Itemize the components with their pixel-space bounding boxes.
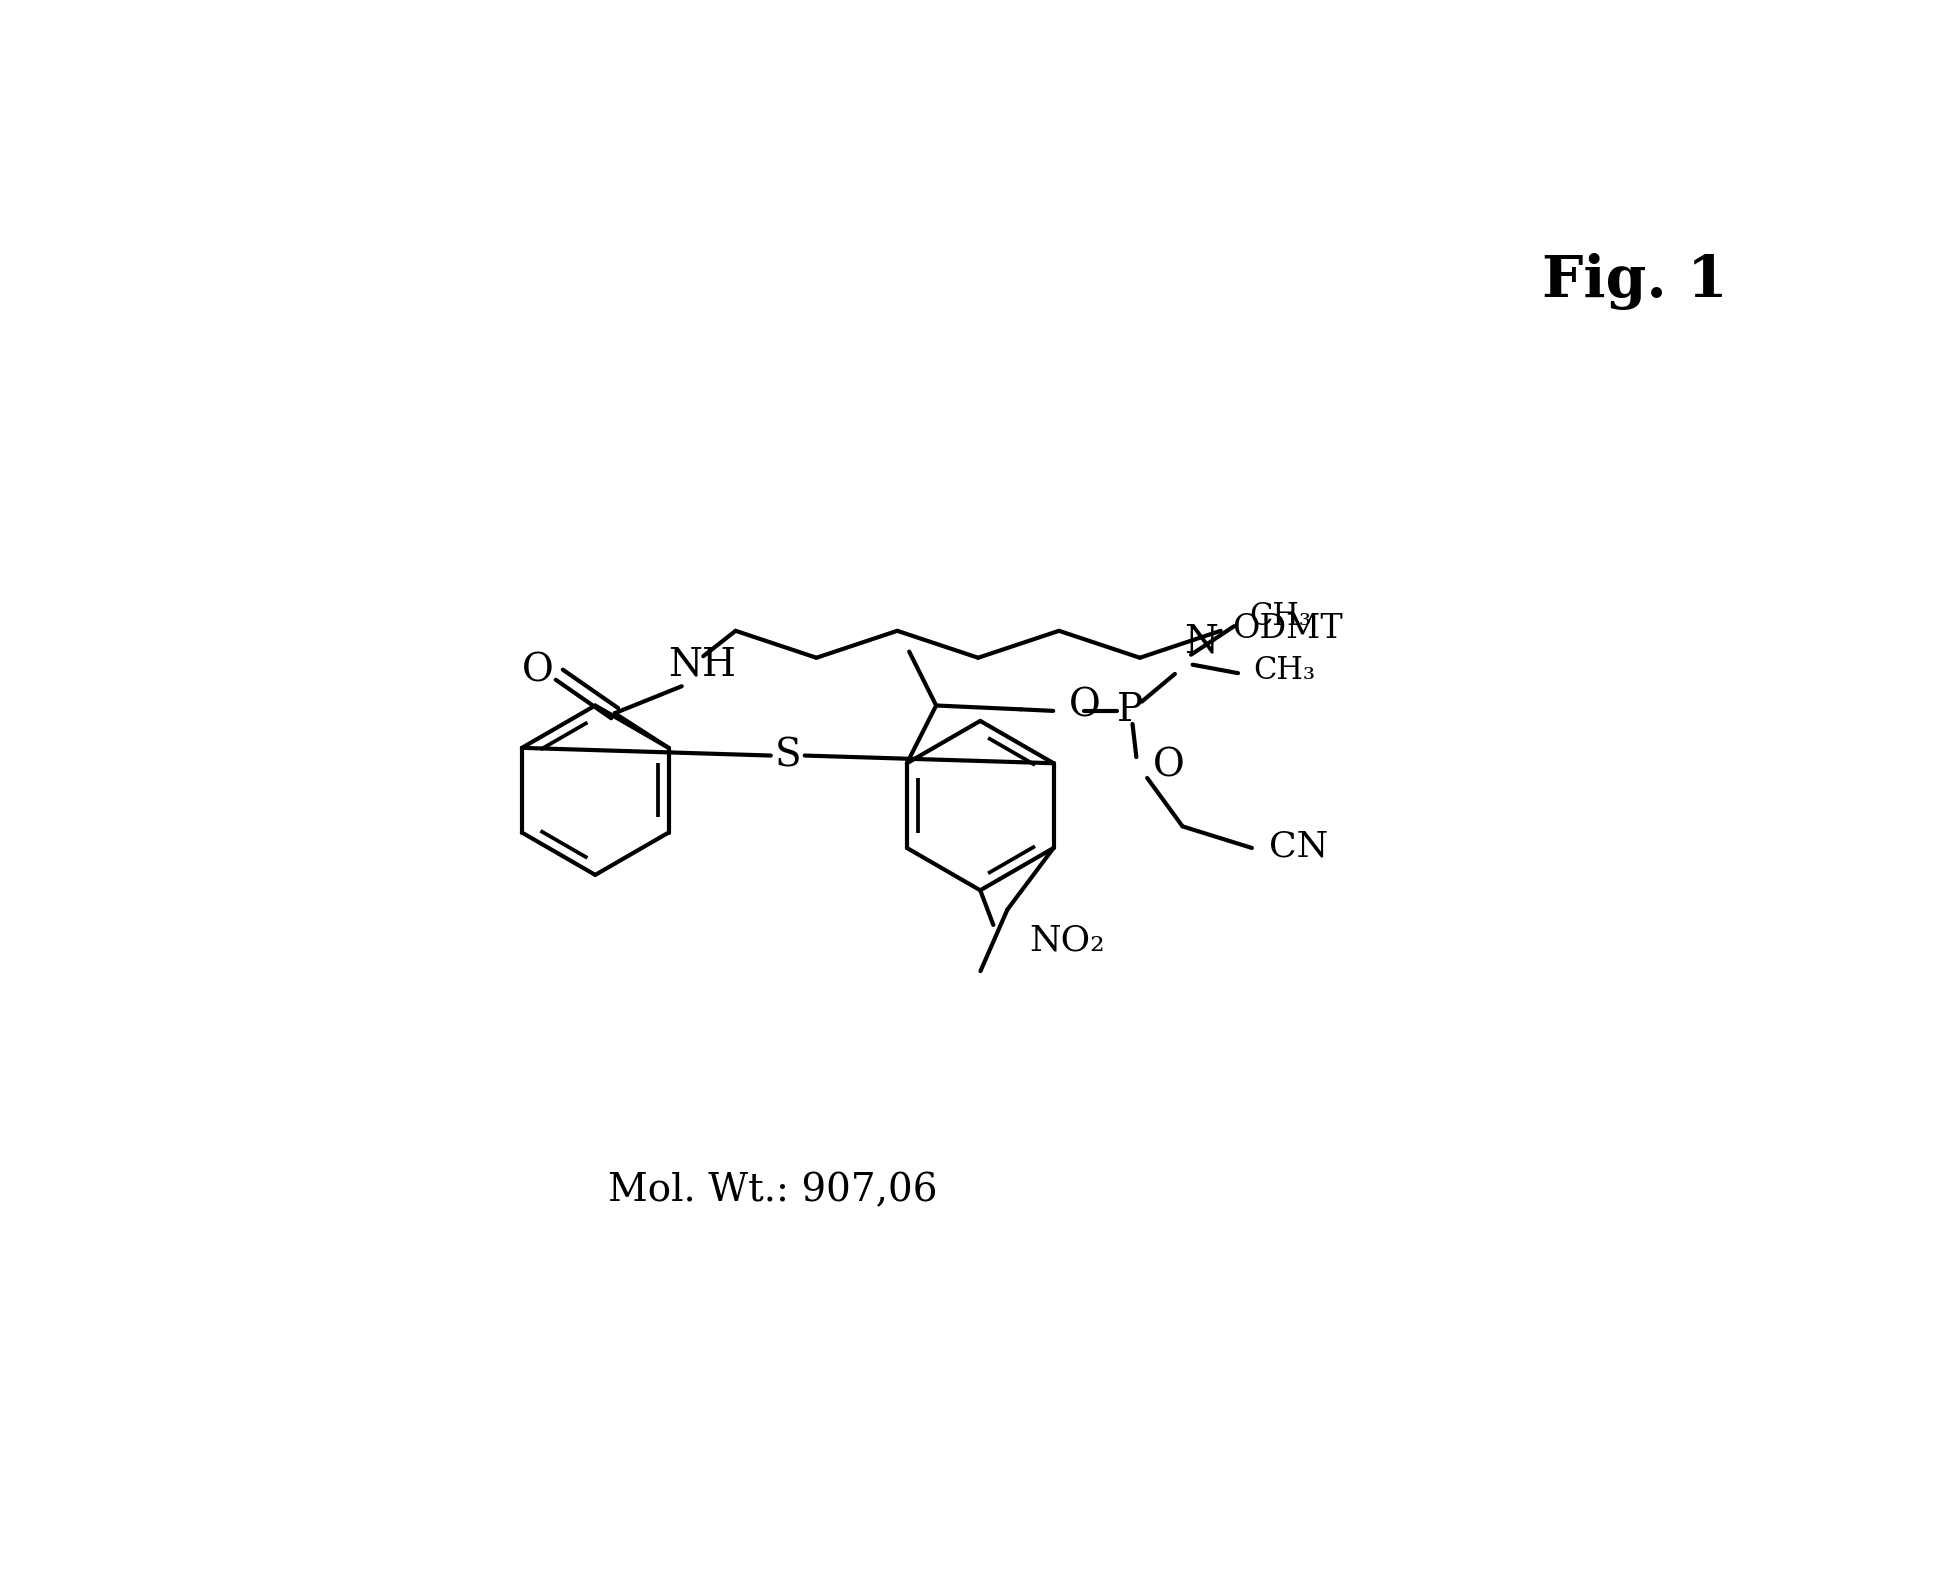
- Text: S: S: [775, 736, 802, 774]
- Text: O: O: [1069, 687, 1100, 725]
- Text: ODMT: ODMT: [1233, 613, 1342, 645]
- Text: N: N: [1184, 624, 1217, 660]
- Text: Mol. Wt.: 907,06: Mol. Wt.: 907,06: [607, 1172, 936, 1209]
- Text: CN: CN: [1268, 830, 1329, 863]
- Text: NH: NH: [667, 646, 736, 684]
- Text: O: O: [1153, 747, 1184, 785]
- Text: O: O: [521, 653, 554, 689]
- Text: Fig. 1: Fig. 1: [1543, 253, 1729, 311]
- Text: P: P: [1118, 692, 1143, 730]
- Text: CH₃: CH₃: [1253, 656, 1315, 686]
- Text: CH₃: CH₃: [1249, 602, 1311, 632]
- Text: NO₂: NO₂: [1028, 923, 1104, 957]
